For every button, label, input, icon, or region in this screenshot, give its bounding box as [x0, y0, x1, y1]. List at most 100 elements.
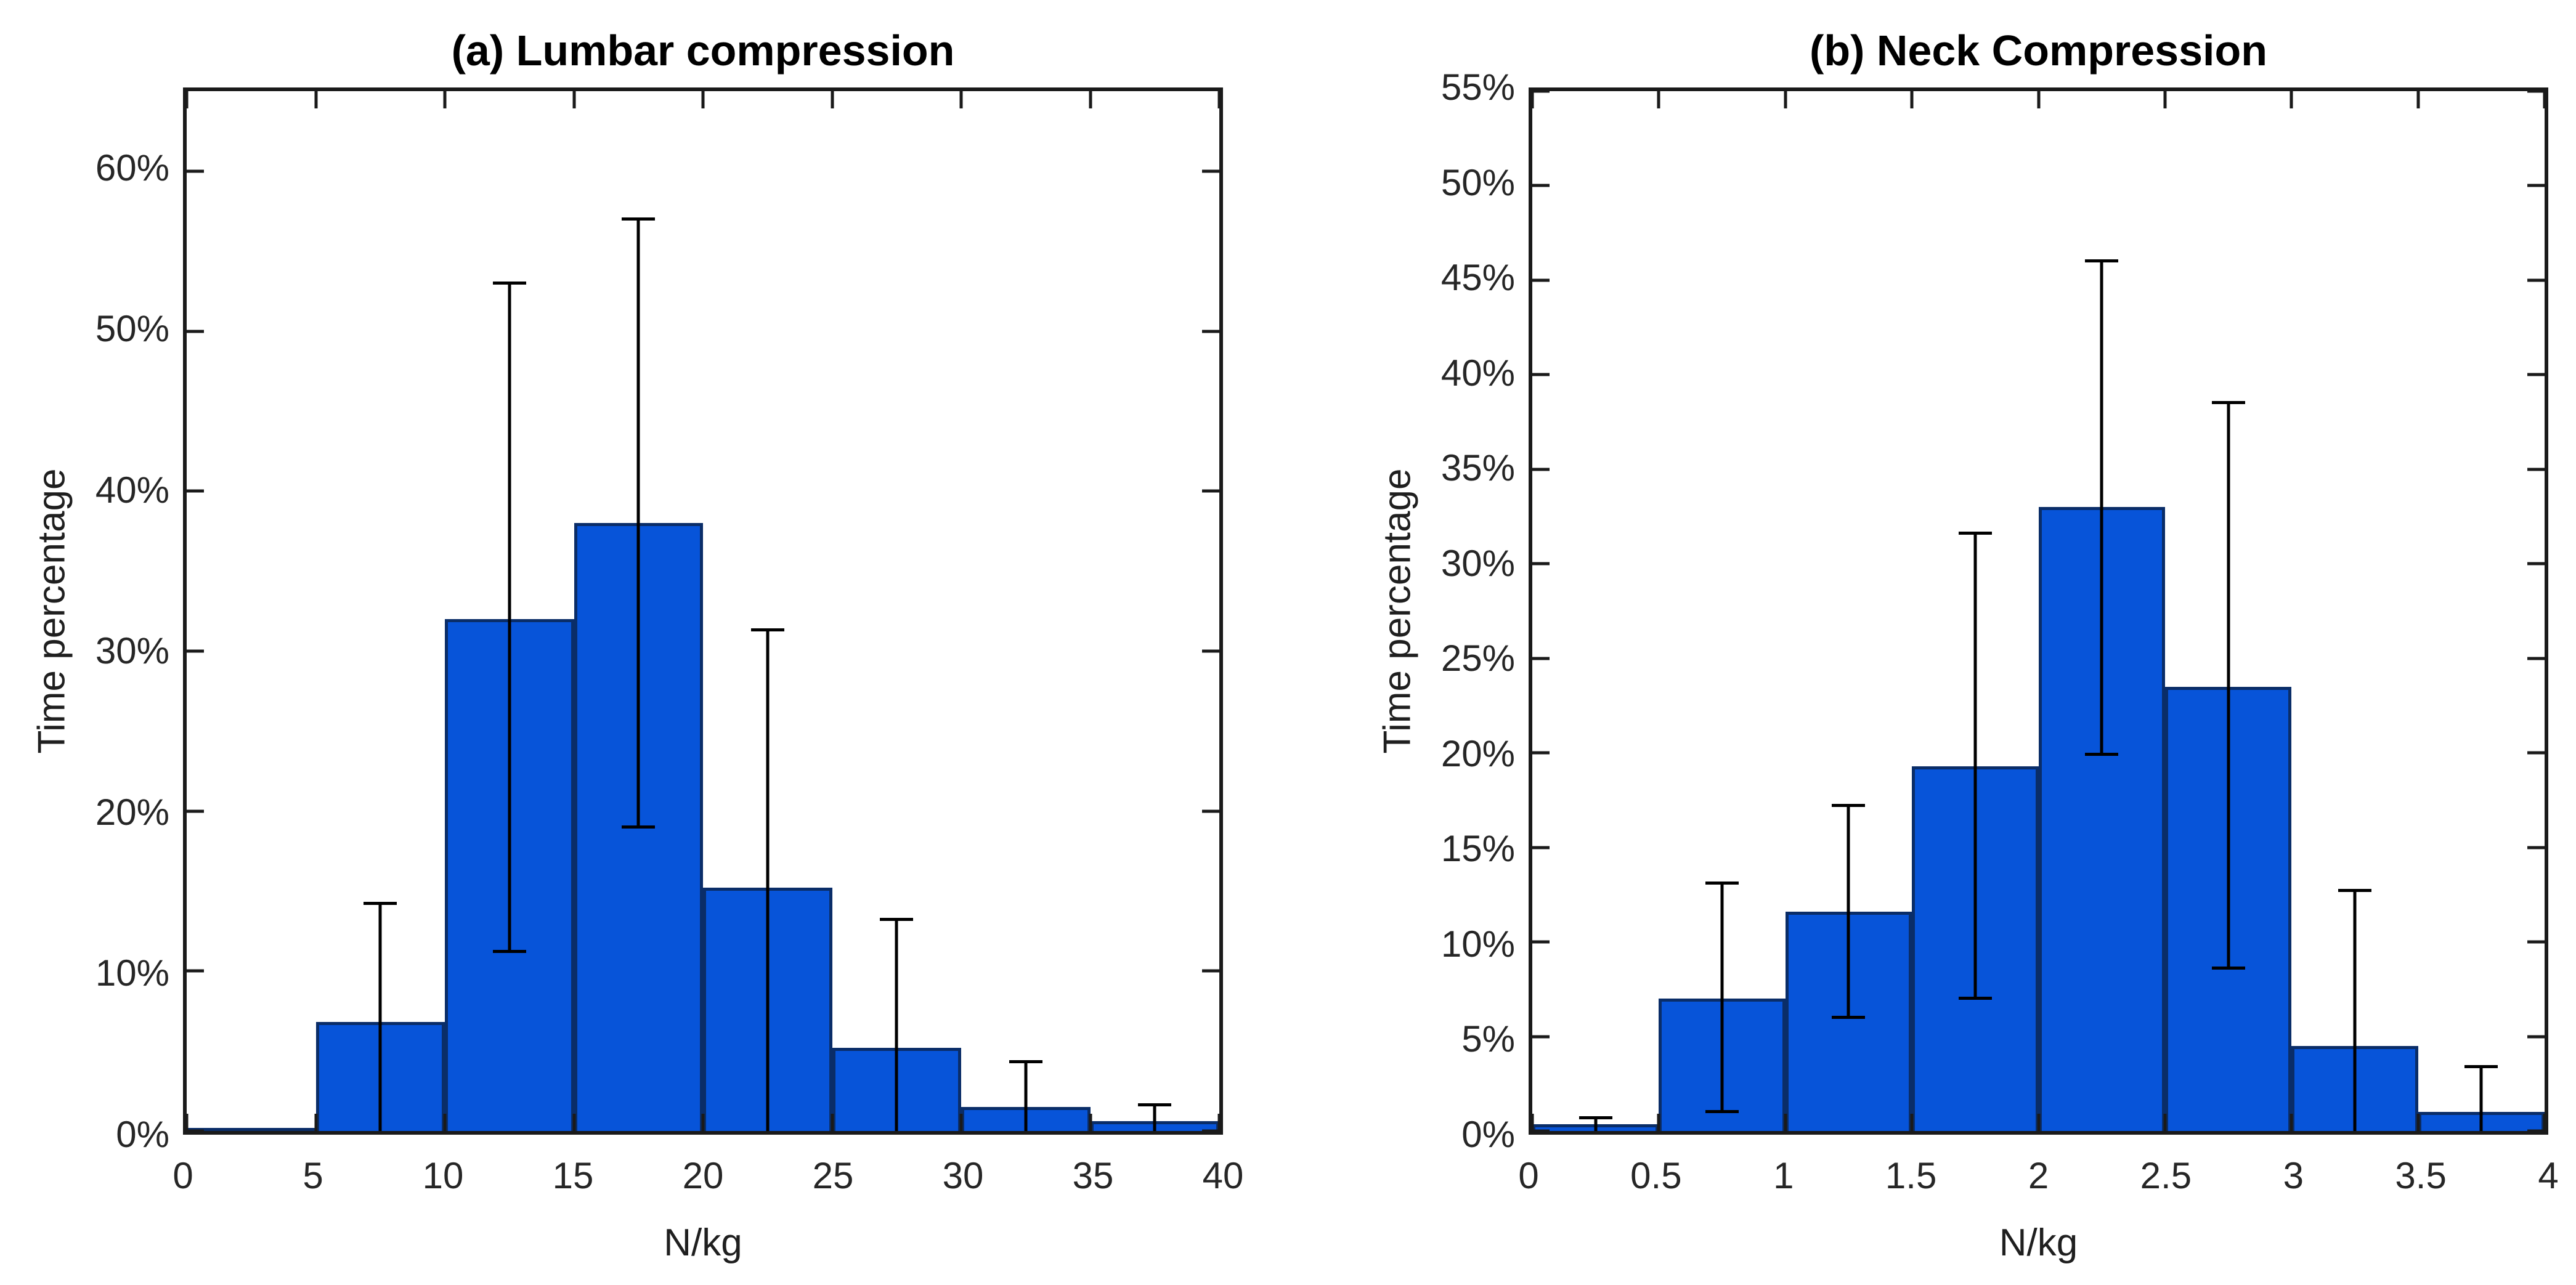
y-axis-tick	[1532, 468, 1550, 471]
x-axis-tick	[2163, 91, 2167, 108]
y-axis-tick	[2527, 1035, 2545, 1039]
y-tick-label: 55%	[1440, 67, 1515, 108]
error-bar-top-cap	[1579, 1116, 1612, 1119]
y-axis-tick	[187, 969, 204, 973]
x-axis-tick	[443, 1114, 447, 1131]
error-bar-bottom-cap	[622, 825, 656, 829]
error-bar-top-cap	[1009, 1060, 1042, 1064]
error-bar-line	[895, 920, 898, 1131]
x-axis-tick	[314, 1114, 317, 1131]
histogram-bar	[187, 1128, 316, 1131]
x-axis-tick	[1530, 1114, 1534, 1131]
error-bar-top-cap	[1138, 1103, 1172, 1107]
y-axis-tick	[187, 169, 204, 173]
x-tick-label: 3.5	[2395, 1155, 2447, 1196]
x-tick-label: 0	[173, 1155, 193, 1196]
y-axis-tick	[187, 809, 204, 813]
error-bar-line	[766, 630, 770, 1131]
y-axis-tick	[1202, 489, 1219, 493]
chart-a-plot-area	[183, 87, 1223, 1135]
y-axis-tick	[1532, 1129, 1550, 1133]
y-tick-label: 50%	[1440, 161, 1515, 203]
x-axis-tick	[314, 91, 317, 108]
x-axis-tick	[185, 1114, 189, 1131]
error-bar-line	[1594, 1117, 1598, 1131]
y-axis-tick	[2527, 1129, 2545, 1133]
y-axis-tick	[2527, 940, 2545, 944]
x-tick-label: 35	[1072, 1155, 1114, 1196]
y-tick-label: 40%	[1440, 352, 1515, 394]
y-tick-label: 20%	[1440, 732, 1515, 774]
chart-b-title: (b) Neck Compression	[1810, 26, 2267, 75]
x-tick-label: 3	[2283, 1155, 2304, 1196]
x-axis-tick	[1784, 91, 1787, 108]
x-tick-label: 10	[422, 1155, 464, 1196]
y-tick-label: 0%	[116, 1114, 169, 1155]
y-axis-tick	[2527, 751, 2545, 755]
error-bar-bottom-cap	[1958, 997, 1992, 1000]
x-axis-tick	[1910, 1114, 1914, 1131]
x-axis-tick	[1089, 1114, 1092, 1131]
error-bar-line	[636, 219, 640, 827]
y-tick-label: 0%	[1461, 1114, 1515, 1155]
x-axis-tick	[572, 91, 575, 108]
y-axis-tick	[2527, 184, 2545, 187]
y-axis-tick	[1202, 1129, 1219, 1133]
y-axis-tick	[1532, 940, 1550, 944]
error-bar-top-cap	[880, 918, 914, 922]
chart-b-y-axis-label: Time percentage	[1376, 468, 1419, 754]
x-axis-tick	[701, 91, 705, 108]
error-bar-top-cap	[2211, 401, 2245, 405]
y-axis-tick	[2527, 373, 2545, 376]
x-axis-tick	[443, 91, 447, 108]
y-axis-tick	[1532, 278, 1550, 282]
x-axis-tick	[959, 1114, 963, 1131]
x-axis-tick	[1217, 91, 1221, 108]
y-axis-tick	[1202, 169, 1219, 173]
x-axis-tick	[1530, 91, 1534, 108]
error-bar-line	[1973, 533, 1977, 999]
x-axis-tick	[701, 1114, 705, 1131]
y-axis-tick	[2527, 657, 2545, 660]
error-bar-top-cap	[1958, 532, 1992, 535]
x-axis-tick	[2037, 1114, 2040, 1131]
error-bar-line	[508, 283, 511, 952]
y-axis-tick	[1532, 657, 1550, 660]
y-axis-tick	[1532, 751, 1550, 755]
y-axis-tick	[1202, 969, 1219, 973]
y-axis-tick	[2527, 468, 2545, 471]
x-axis-tick	[2163, 1114, 2167, 1131]
chart-a-x-axis-label: N/kg	[664, 1222, 742, 1264]
x-axis-tick	[1657, 91, 1660, 108]
error-bar-top-cap	[1832, 804, 1866, 808]
y-axis-tick	[187, 1129, 204, 1133]
x-tick-label: 30	[942, 1155, 984, 1196]
error-bar-bottom-cap	[492, 950, 526, 954]
error-bar-top-cap	[1705, 881, 1739, 885]
y-tick-label: 35%	[1440, 447, 1515, 489]
error-bar-top-cap	[2085, 259, 2119, 263]
x-axis-tick	[2416, 1114, 2420, 1131]
x-axis-tick	[2037, 91, 2040, 108]
x-axis-tick	[831, 91, 834, 108]
y-axis-tick	[1532, 846, 1550, 849]
y-axis-tick	[1532, 89, 1550, 93]
y-axis-tick	[187, 489, 204, 493]
x-tick-label: 5	[303, 1155, 323, 1196]
y-tick-label: 40%	[95, 469, 169, 511]
error-bar-line	[1153, 1105, 1156, 1131]
x-axis-tick	[2290, 91, 2293, 108]
x-tick-label: 2	[2028, 1155, 2049, 1196]
error-bar-top-cap	[492, 281, 526, 285]
error-bar-line	[1720, 883, 1724, 1113]
y-axis-tick	[2527, 562, 2545, 565]
x-axis-tick	[572, 1114, 575, 1131]
y-axis-tick	[1202, 649, 1219, 653]
chart-a-title: (a) Lumbar compression	[451, 26, 955, 75]
x-tick-label: 4	[2538, 1155, 2559, 1196]
x-tick-label: 0	[1518, 1155, 1539, 1196]
error-bar-bottom-cap	[1705, 1110, 1739, 1114]
x-axis-tick	[185, 91, 189, 108]
x-tick-label: 1	[1773, 1155, 1794, 1196]
